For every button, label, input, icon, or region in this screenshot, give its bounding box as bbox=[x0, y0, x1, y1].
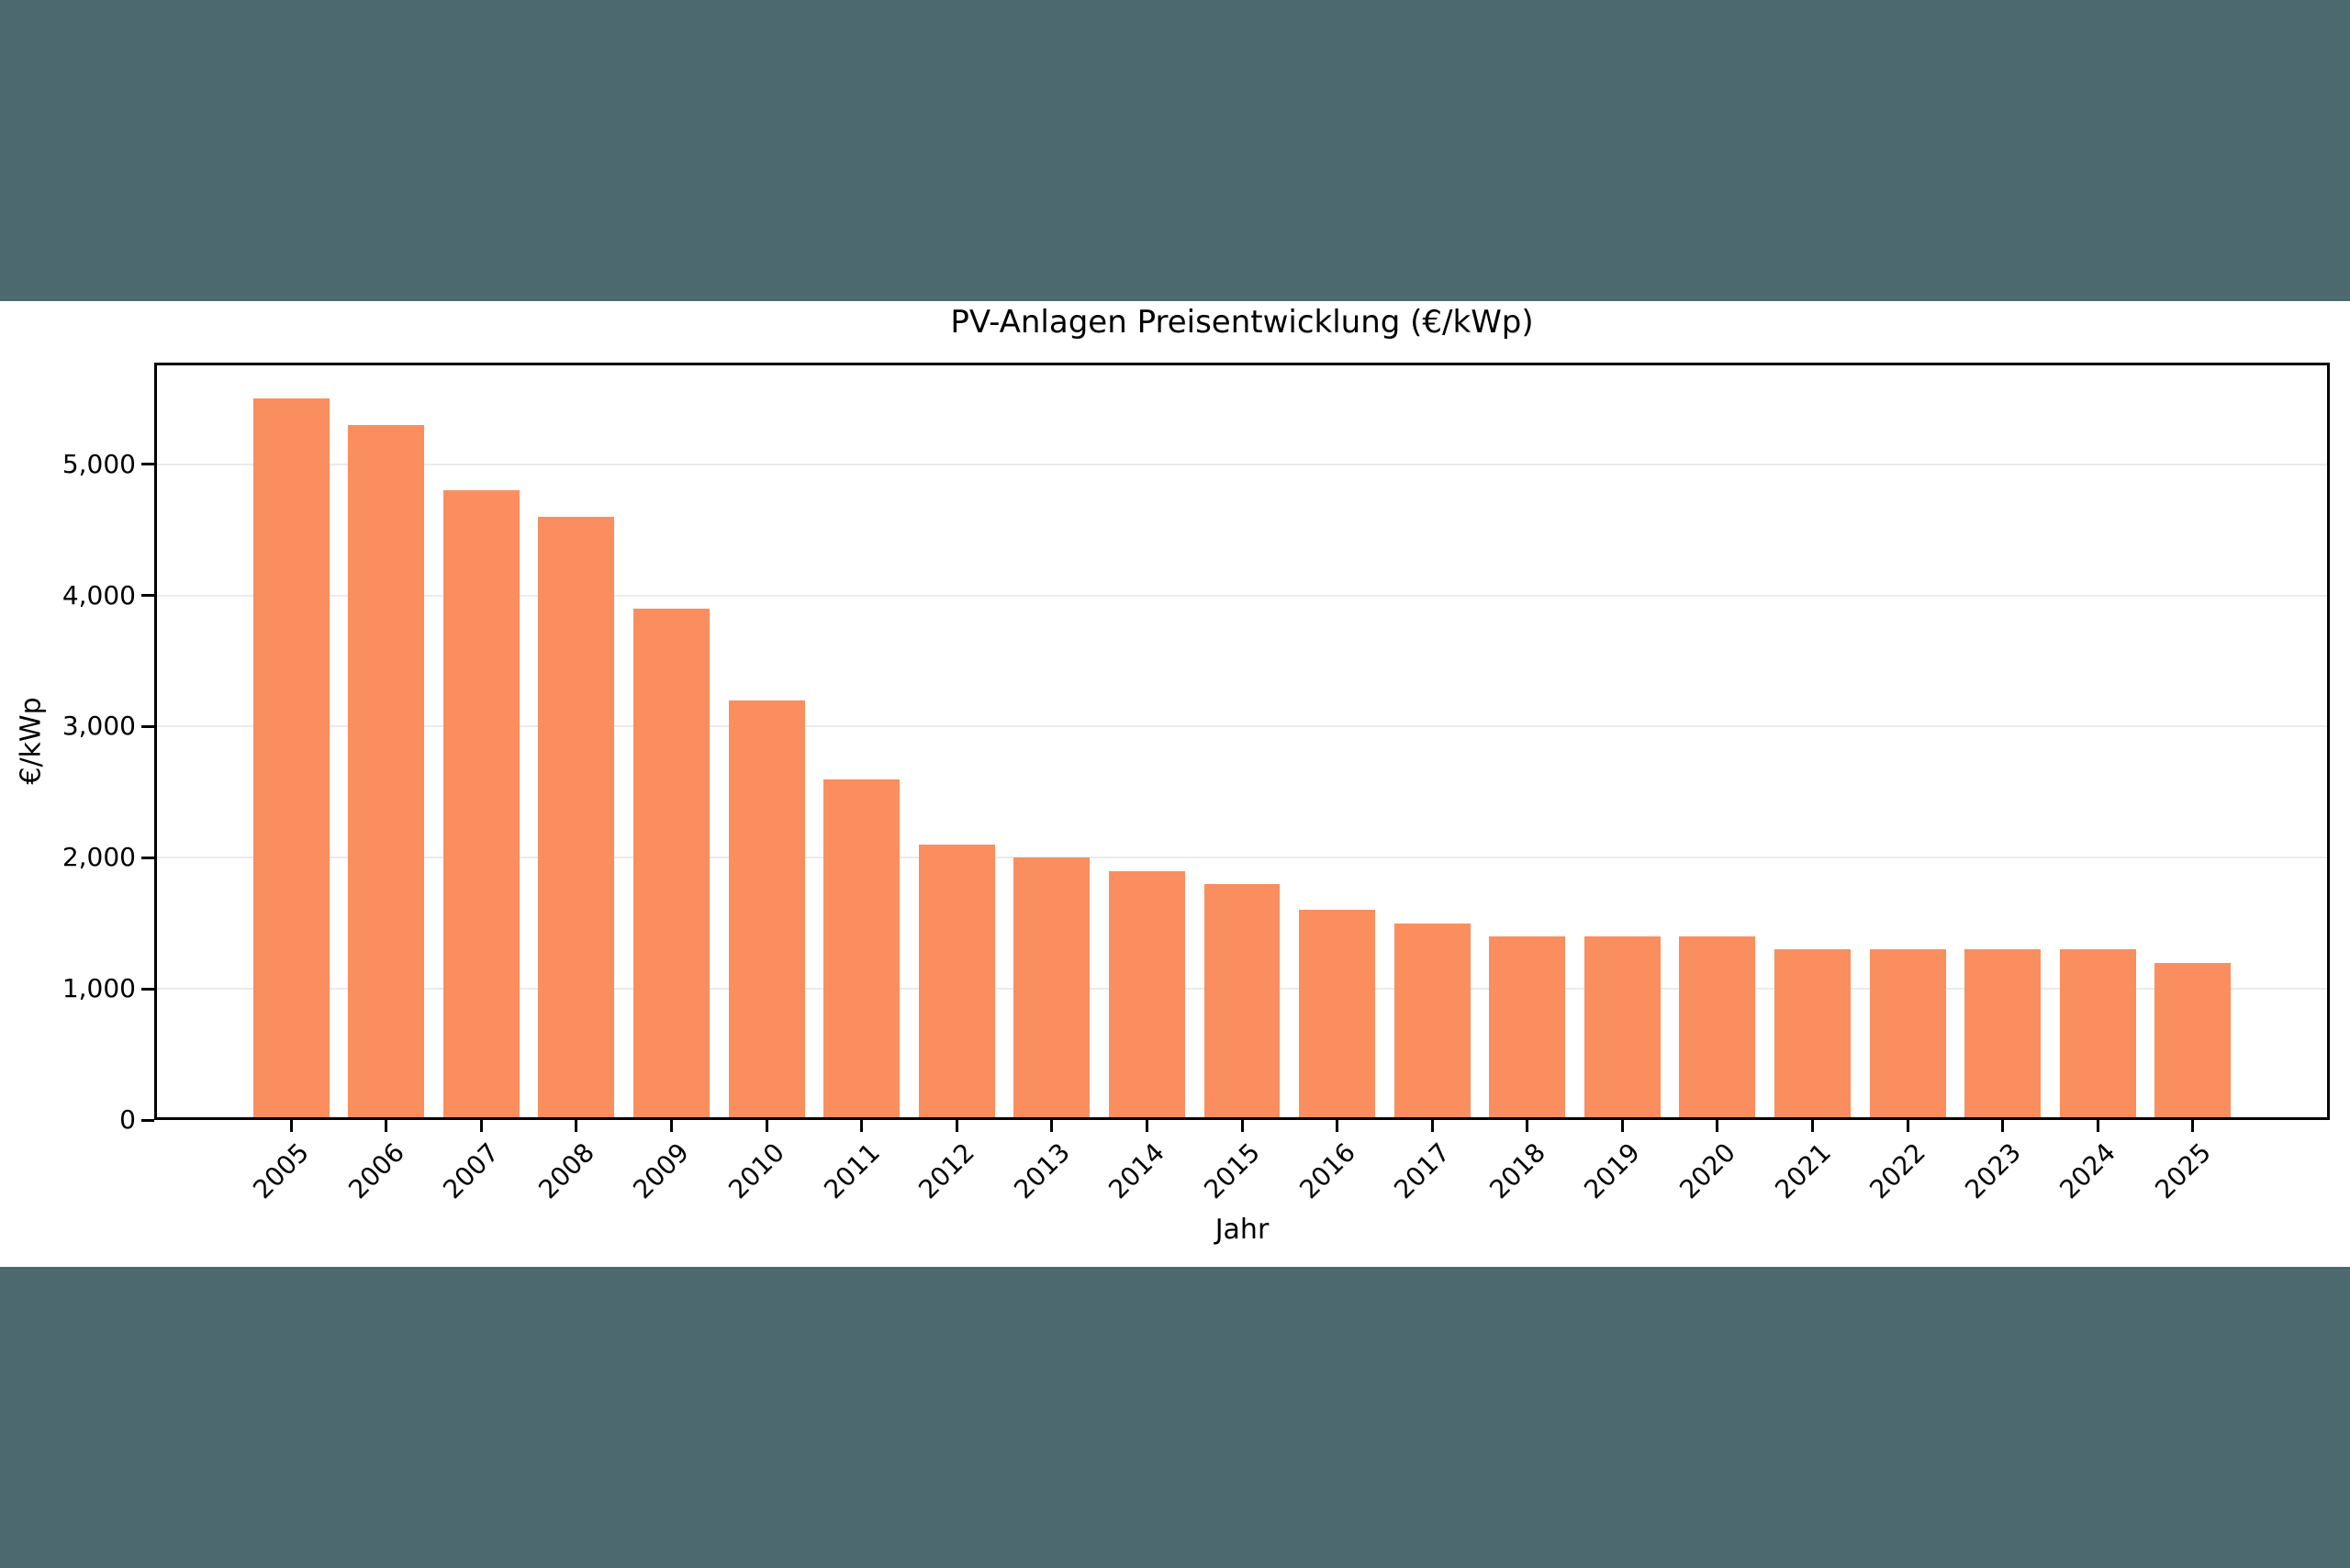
bar-2022 bbox=[1869, 949, 1946, 1120]
gridline-3000 bbox=[154, 725, 2330, 728]
bar-2015 bbox=[1203, 883, 1281, 1120]
plot-area bbox=[154, 363, 2330, 1120]
x-tick-mark bbox=[1240, 1120, 1244, 1132]
top-letterbox-band bbox=[0, 0, 2350, 301]
y-tick-label: 5,000 bbox=[62, 448, 136, 479]
bar-2021 bbox=[1774, 949, 1851, 1120]
x-tick-mark bbox=[955, 1120, 958, 1132]
bar-2007 bbox=[442, 490, 520, 1120]
bar-2008 bbox=[538, 516, 615, 1120]
x-axis-label: Jahr bbox=[1214, 1214, 1270, 1246]
x-tick-mark bbox=[385, 1120, 388, 1132]
x-tick-mark bbox=[1620, 1120, 1624, 1132]
bar-2016 bbox=[1299, 910, 1375, 1120]
bar-2020 bbox=[1679, 936, 1756, 1120]
bar-2013 bbox=[1013, 857, 1091, 1120]
bar-2012 bbox=[918, 845, 995, 1120]
bottom-letterbox-band bbox=[0, 1267, 2350, 1568]
x-tick-mark bbox=[1050, 1120, 1054, 1132]
y-tick-label: 0 bbox=[119, 1104, 136, 1135]
gridline-2000 bbox=[154, 857, 2330, 859]
x-tick-mark bbox=[1811, 1120, 1814, 1132]
x-tick-mark bbox=[1526, 1120, 1529, 1132]
y-tick-mark bbox=[141, 856, 154, 859]
y-tick-label: 1,000 bbox=[62, 973, 136, 1004]
y-tick-label: 4,000 bbox=[62, 579, 136, 610]
y-tick-mark bbox=[141, 463, 154, 466]
x-tick-mark bbox=[1906, 1120, 1909, 1132]
bar-2023 bbox=[1964, 949, 2042, 1120]
x-tick-mark bbox=[2096, 1120, 2099, 1132]
y-tick-mark bbox=[141, 987, 154, 991]
y-tick-mark bbox=[141, 1118, 154, 1122]
gridline-4000 bbox=[154, 594, 2330, 597]
x-tick-mark bbox=[1145, 1120, 1148, 1132]
y-tick-mark bbox=[141, 594, 154, 598]
x-tick-mark bbox=[2191, 1120, 2195, 1132]
bar-2010 bbox=[728, 700, 805, 1120]
bar-2011 bbox=[823, 778, 901, 1120]
gridline-5000 bbox=[154, 463, 2330, 465]
bar-2009 bbox=[633, 608, 710, 1120]
x-tick-mark bbox=[1336, 1120, 1339, 1132]
y-tick-mark bbox=[141, 724, 154, 728]
x-tick-mark bbox=[1430, 1120, 1434, 1132]
x-tick-mark bbox=[765, 1120, 768, 1132]
x-tick-mark bbox=[575, 1120, 578, 1132]
x-tick-mark bbox=[289, 1120, 293, 1132]
y-tick-label: 2,000 bbox=[62, 842, 136, 873]
chart-title: PV-Anlagen Preisentwicklung (€/kWp) bbox=[950, 304, 1534, 341]
x-tick-mark bbox=[479, 1120, 483, 1132]
bar-2006 bbox=[348, 424, 425, 1120]
bar-2014 bbox=[1108, 870, 1185, 1120]
bar-2019 bbox=[1583, 936, 1661, 1120]
y-tick-label: 3,000 bbox=[62, 711, 136, 742]
bar-2024 bbox=[2059, 949, 2136, 1120]
bar-2018 bbox=[1489, 936, 1566, 1120]
bar-2017 bbox=[1393, 923, 1471, 1120]
bar-2025 bbox=[2154, 962, 2232, 1120]
x-tick-mark bbox=[1716, 1120, 1719, 1132]
x-tick-mark bbox=[860, 1120, 864, 1132]
x-tick-mark bbox=[2001, 1120, 2005, 1132]
x-tick-mark bbox=[669, 1120, 673, 1132]
bar-2005 bbox=[252, 398, 330, 1120]
